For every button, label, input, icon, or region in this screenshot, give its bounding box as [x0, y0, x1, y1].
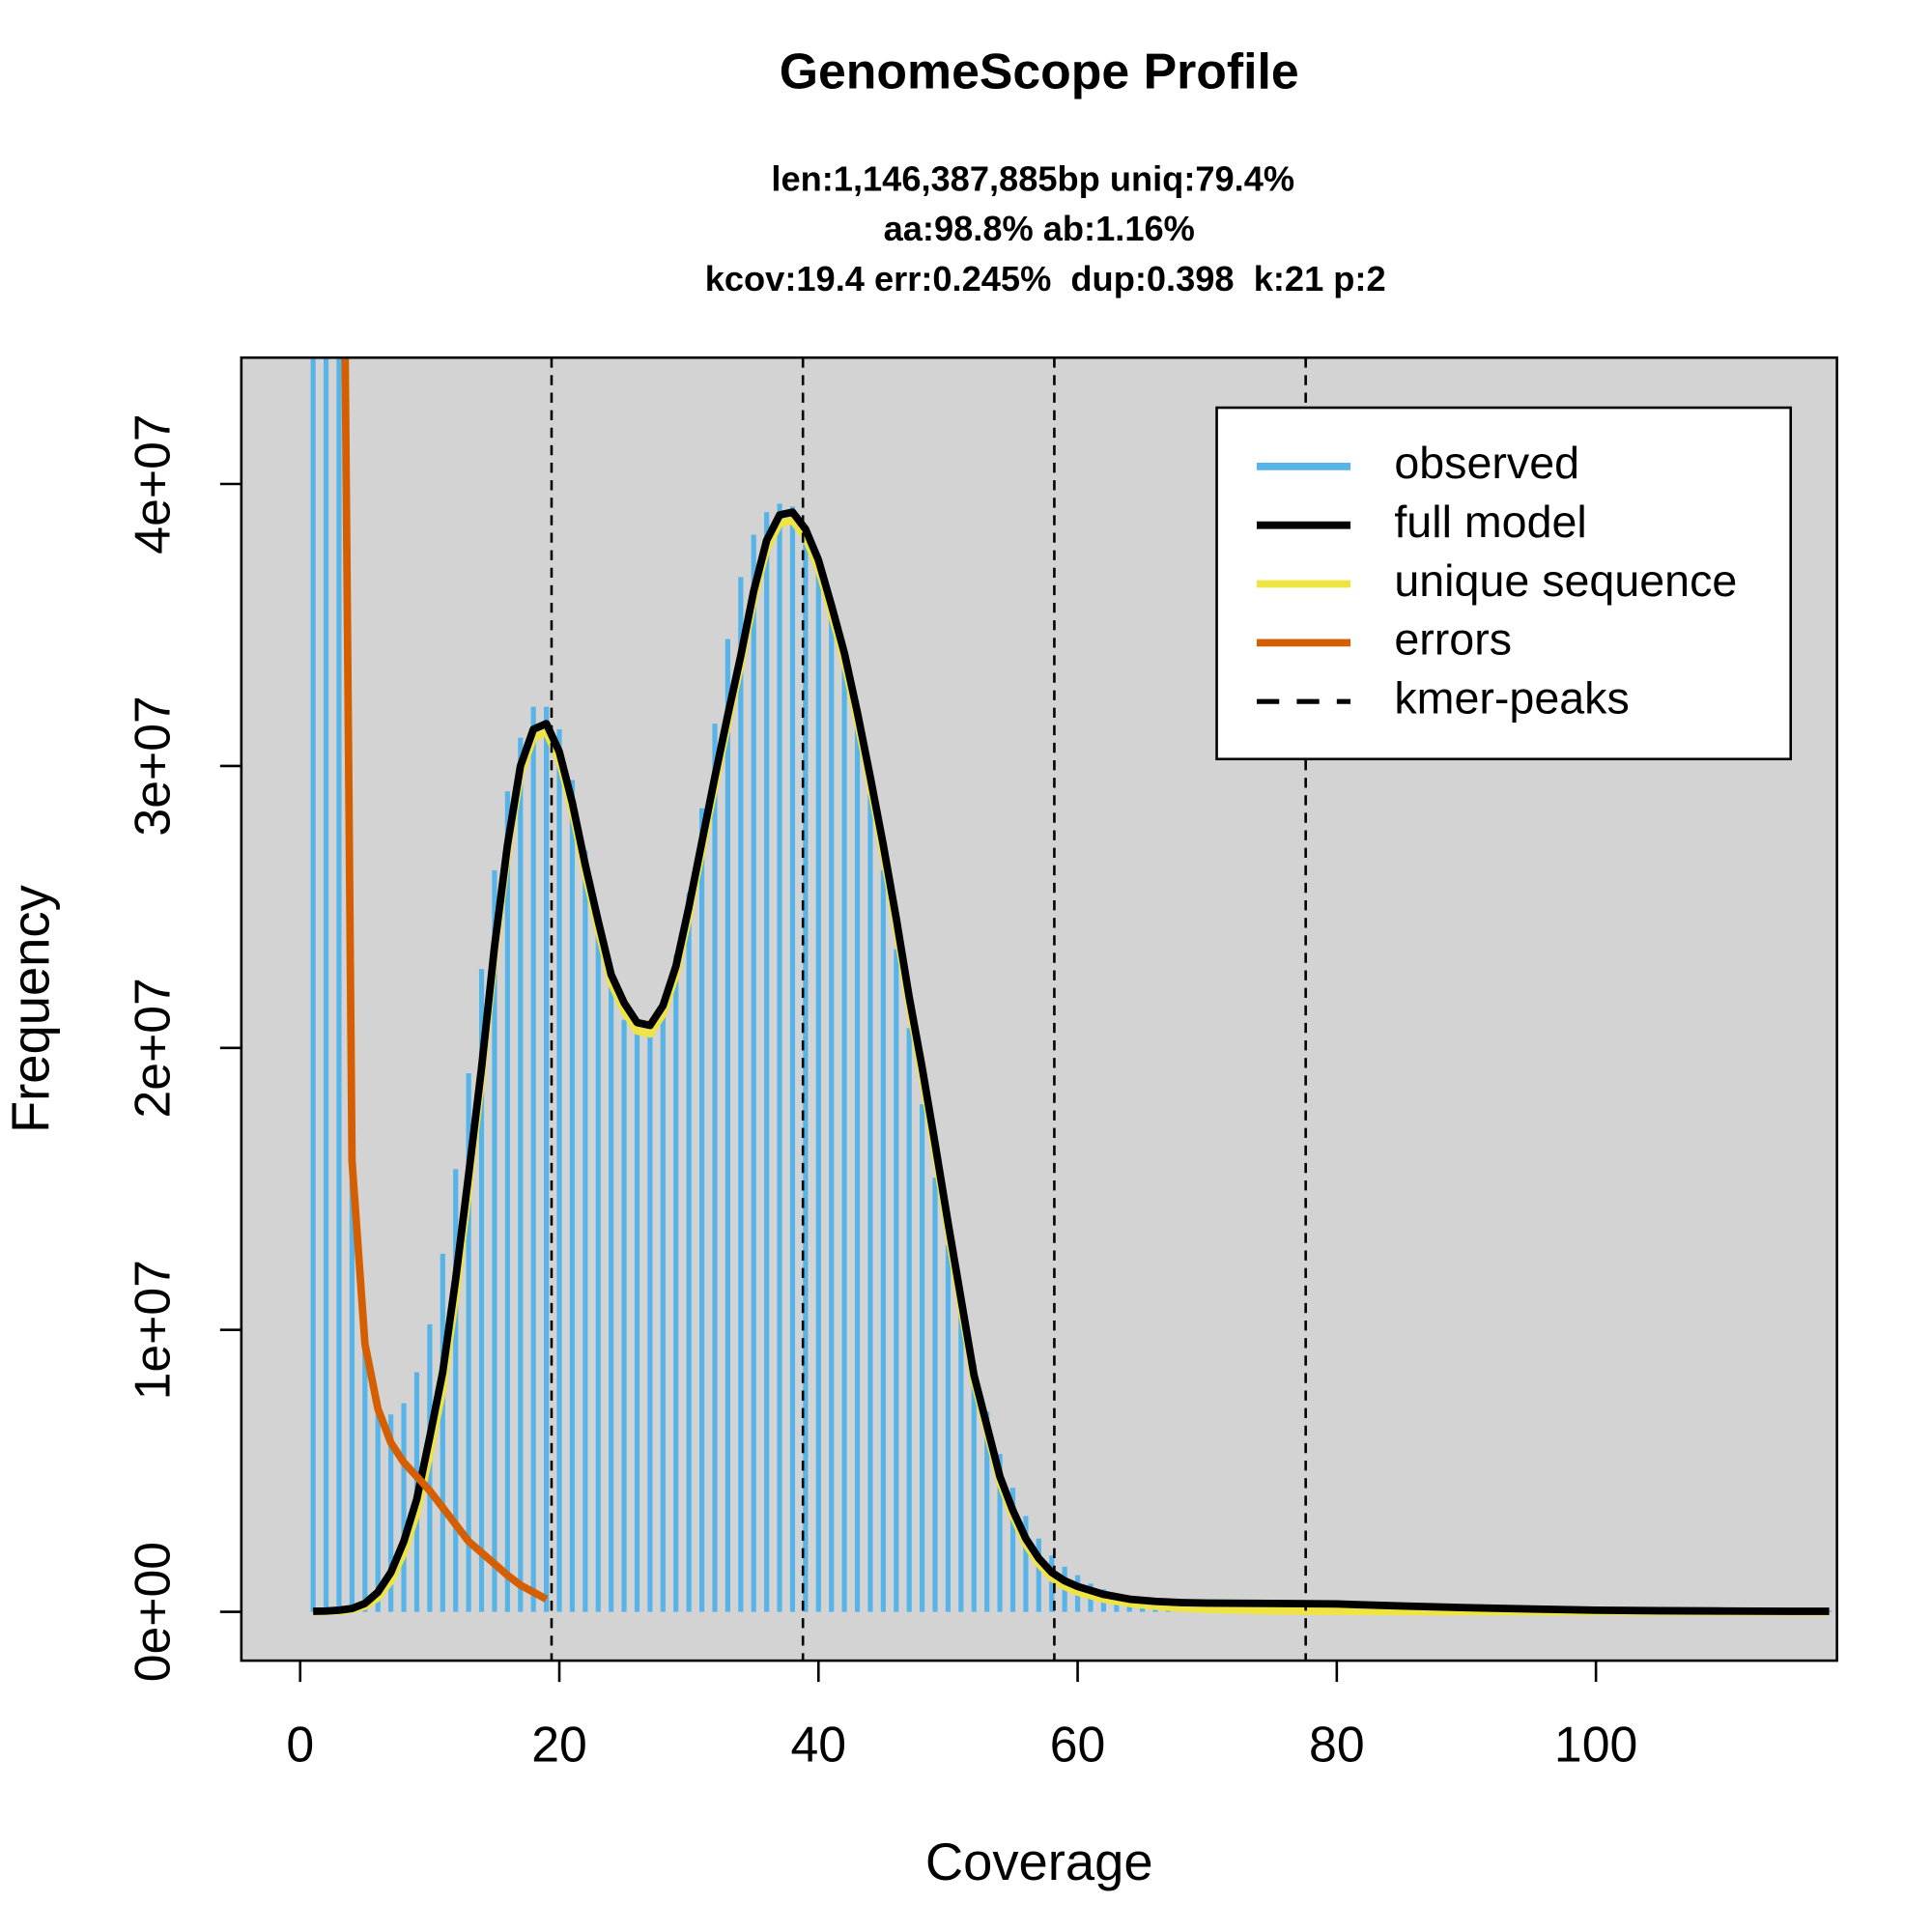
bar [401, 1403, 407, 1612]
bar [815, 559, 821, 1612]
x-tick-label: 0 [286, 1716, 314, 1772]
bar [362, 1329, 368, 1612]
bar [1009, 1488, 1016, 1612]
legend-label: errors [1394, 614, 1512, 665]
y-tick-label: 0e+00 [124, 1542, 180, 1682]
bar [544, 706, 550, 1612]
bar [698, 808, 705, 1612]
bar [958, 1307, 964, 1612]
bar [841, 658, 847, 1612]
bar [673, 954, 679, 1612]
bar [1826, 1610, 1833, 1612]
bar [724, 639, 730, 1612]
y-axis-label: Frequency [2, 884, 61, 1133]
legend-label: observed [1394, 438, 1579, 488]
x-tick-label: 20 [531, 1716, 587, 1772]
bar [388, 1414, 394, 1612]
bar [323, 357, 329, 1612]
bar [829, 602, 835, 1612]
bar [375, 1400, 381, 1612]
bar [971, 1363, 977, 1612]
bar [764, 512, 770, 1612]
y-tick-label: 2e+07 [124, 978, 180, 1118]
bar [997, 1454, 1003, 1612]
bar [894, 949, 899, 1612]
bar [466, 1073, 471, 1612]
legend-label: kmer-peaks [1394, 673, 1629, 724]
bar [803, 526, 809, 1612]
bar [854, 724, 861, 1612]
y-tick-label: 3e+07 [124, 696, 180, 836]
bar [1023, 1516, 1029, 1612]
bar [478, 969, 485, 1612]
bar [530, 706, 536, 1612]
bar [686, 893, 692, 1612]
bar [867, 794, 873, 1612]
bar [945, 1245, 952, 1612]
bar [634, 1034, 640, 1612]
x-axis-label: Coverage [925, 1833, 1153, 1891]
x-tick-label: 60 [1050, 1716, 1106, 1772]
bar [492, 869, 497, 1612]
y-tick-label: 4e+07 [124, 413, 180, 554]
bar [1049, 1555, 1055, 1612]
bar [984, 1411, 990, 1612]
bar [336, 357, 342, 1612]
bar [504, 791, 510, 1612]
x-tick-label: 100 [1554, 1716, 1637, 1772]
legend-label: full model [1394, 497, 1586, 547]
bar [556, 728, 562, 1612]
bar [712, 724, 718, 1612]
bar [1036, 1538, 1041, 1612]
bar [738, 577, 744, 1612]
line [341, 357, 549, 1603]
bar [310, 357, 316, 1612]
chart-title: GenomeScope Profile [780, 43, 1299, 99]
bar [621, 1019, 627, 1612]
bar [440, 1253, 445, 1612]
subtitle: len:1,146,387,885bp uniq:79.4% [771, 158, 1294, 198]
bar [595, 921, 601, 1612]
bar [518, 737, 524, 1612]
x-tick-label: 40 [790, 1716, 846, 1772]
bar [349, 1146, 355, 1612]
bar [920, 1104, 925, 1612]
x-tick-label: 80 [1309, 1716, 1365, 1772]
bar [789, 506, 796, 1612]
line [313, 508, 1830, 1615]
bar [880, 869, 886, 1612]
bar [647, 1031, 653, 1612]
bar [660, 1006, 666, 1612]
legend-label: unique sequence [1394, 555, 1737, 606]
bar [569, 780, 576, 1612]
subtitle: aa:98.8% ab:1.16% [884, 209, 1195, 248]
bar [906, 1028, 912, 1612]
subtitle: kcov:19.4 err:0.245% dup:0.398 k:21 p:2 [705, 259, 1386, 298]
plot-border [240, 355, 1838, 1662]
bar [453, 1169, 459, 1612]
bar [582, 850, 588, 1612]
bar [751, 534, 756, 1612]
bar [932, 1178, 938, 1612]
bar [609, 977, 614, 1612]
plot-area [310, 357, 1833, 1662]
y-tick-label: 1e+07 [124, 1260, 180, 1400]
bar [777, 503, 782, 1612]
